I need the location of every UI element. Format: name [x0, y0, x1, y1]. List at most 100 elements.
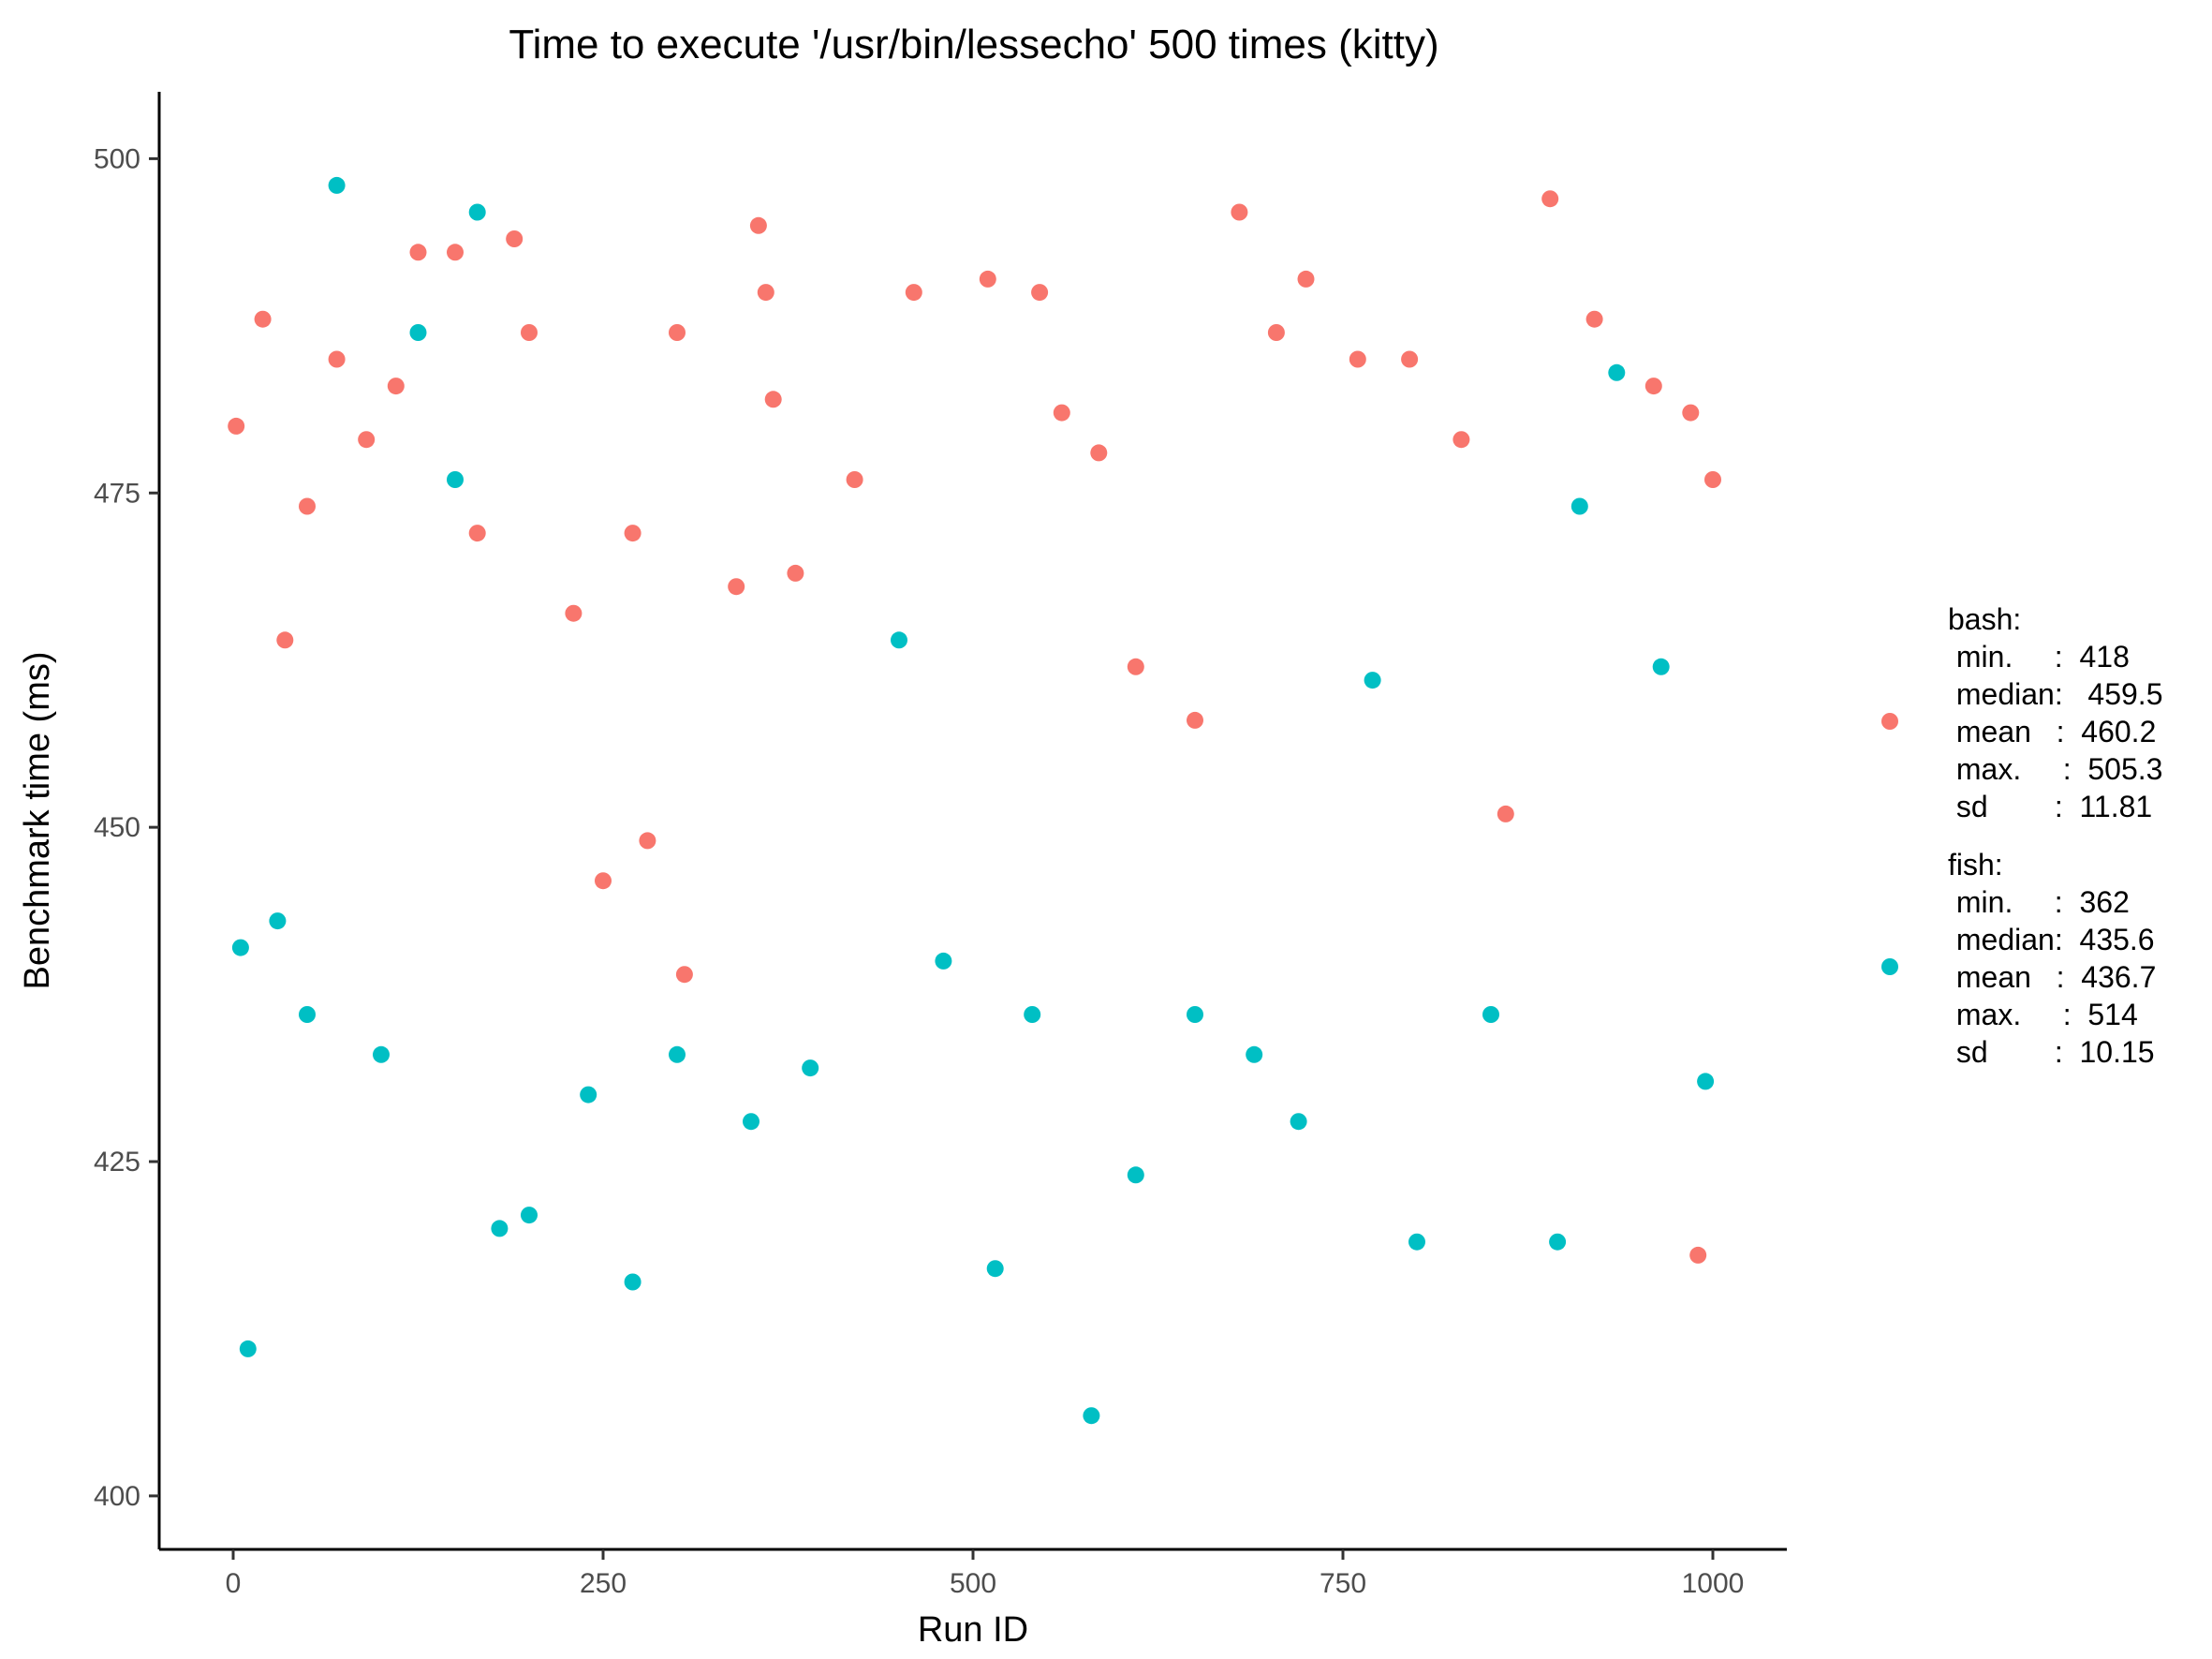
- bash-legend-line: median: 459.5: [1948, 677, 2162, 711]
- y-tick-label: 450: [94, 812, 140, 843]
- fish-legend-line: mean : 436.7: [1948, 960, 2156, 994]
- bash-point: [228, 417, 245, 435]
- bash-point: [1053, 404, 1070, 422]
- bash-point: [624, 525, 641, 542]
- bash-point: [1682, 404, 1700, 422]
- bash-point: [447, 244, 464, 261]
- bash-point: [749, 216, 767, 234]
- bash-point: [1689, 1246, 1707, 1264]
- bash-point: [565, 604, 582, 622]
- fish-point: [624, 1273, 641, 1291]
- x-tick-label: 250: [580, 1568, 627, 1599]
- bash-legend-key: [1881, 713, 1898, 730]
- bash-point: [1497, 805, 1514, 822]
- legend: bash: min. : 418 median: 459.5 mean : 46…: [1881, 602, 2162, 1069]
- bash-point: [387, 378, 405, 395]
- y-tick-label: 400: [94, 1481, 140, 1512]
- fish-point: [299, 1006, 316, 1023]
- fish-point: [239, 1340, 257, 1357]
- x-tick-label: 750: [1320, 1568, 1366, 1599]
- chart-title: Time to execute '/usr/bin/lessecho' 500 …: [509, 22, 1438, 67]
- fish-point: [1364, 672, 1381, 689]
- fish-point: [891, 631, 907, 649]
- points-layer: [228, 176, 1721, 1425]
- bash-point: [905, 284, 922, 302]
- fish-legend-line: fish:: [1948, 848, 2003, 881]
- y-axis-title: Benchmark time (ms): [18, 651, 57, 989]
- bash-point: [846, 471, 863, 488]
- bash-legend-line: min. : 418: [1948, 640, 2130, 674]
- fish-point: [1408, 1233, 1425, 1251]
- bash-point: [521, 324, 538, 341]
- bash-point: [669, 324, 686, 341]
- bash-point: [468, 525, 486, 542]
- fish-point: [447, 471, 464, 488]
- fish-point: [1482, 1006, 1499, 1023]
- fish-point: [1652, 658, 1670, 675]
- bash-legend-line: sd : 11.81: [1948, 790, 2152, 823]
- bash-point: [1401, 350, 1419, 368]
- fish-point: [409, 324, 427, 341]
- fish-point: [1127, 1166, 1144, 1184]
- bash-point: [979, 270, 996, 288]
- x-axis-title: Run ID: [918, 1610, 1028, 1650]
- bash-point: [639, 832, 656, 850]
- y-tick-label: 425: [94, 1147, 140, 1178]
- bash-legend-line: bash:: [1948, 602, 2021, 636]
- bash-point: [1231, 203, 1248, 221]
- fish-point: [1024, 1006, 1041, 1023]
- bash-point: [787, 564, 804, 582]
- fish-point: [468, 203, 486, 221]
- bash-point: [1297, 270, 1315, 288]
- fish-point: [669, 1045, 686, 1063]
- bash-point: [328, 350, 346, 368]
- bash-point: [728, 578, 745, 596]
- fish-point: [1697, 1073, 1715, 1090]
- x-tick-label: 500: [950, 1568, 996, 1599]
- bash-point: [1187, 711, 1203, 729]
- fish-point: [1571, 497, 1588, 515]
- bash-legend-line: mean : 460.2: [1948, 715, 2156, 748]
- fish-point: [935, 952, 952, 970]
- bash-point: [1349, 350, 1366, 368]
- fish-point: [580, 1086, 597, 1104]
- bash-point: [1267, 324, 1285, 341]
- y-tick-label: 500: [94, 143, 140, 174]
- fish-point: [1187, 1006, 1203, 1023]
- bash-point: [276, 631, 294, 649]
- fish-point: [1083, 1407, 1100, 1425]
- bash-point: [358, 431, 376, 449]
- fish-legend-line: median: 435.6: [1948, 923, 2155, 956]
- bash-point: [1541, 190, 1559, 208]
- bash-point: [1031, 284, 1049, 302]
- fish-point: [373, 1045, 390, 1063]
- bash-point: [1644, 378, 1662, 395]
- bash-point: [1453, 431, 1470, 449]
- bash-point: [299, 497, 316, 515]
- bash-point: [254, 310, 272, 328]
- fish-legend-line: min. : 362: [1948, 885, 2130, 919]
- fish-point: [231, 939, 249, 956]
- fish-point: [986, 1260, 1004, 1278]
- fish-point: [1290, 1113, 1307, 1131]
- bash-point: [757, 284, 774, 302]
- bash-point: [409, 244, 427, 261]
- bash-point: [764, 391, 782, 408]
- y-tick-label: 475: [94, 478, 140, 509]
- fish-point: [1246, 1045, 1263, 1063]
- bash-point: [1704, 471, 1721, 488]
- bash-point: [675, 966, 693, 984]
- bash-legend-line: max. : 505.3: [1948, 752, 2162, 786]
- bash-point: [1127, 658, 1144, 675]
- bash-point: [1585, 310, 1603, 328]
- fish-legend-line: max. : 514: [1948, 998, 2138, 1031]
- fish-legend-line: sd : 10.15: [1948, 1035, 2155, 1069]
- bash-point: [506, 230, 524, 247]
- x-tick-label: 0: [226, 1568, 242, 1599]
- fish-point: [328, 176, 346, 194]
- fish-point: [1608, 363, 1626, 381]
- fish-point: [1549, 1233, 1567, 1251]
- fish-point: [269, 912, 287, 930]
- fish-point: [802, 1059, 819, 1077]
- bash-point: [1090, 444, 1108, 462]
